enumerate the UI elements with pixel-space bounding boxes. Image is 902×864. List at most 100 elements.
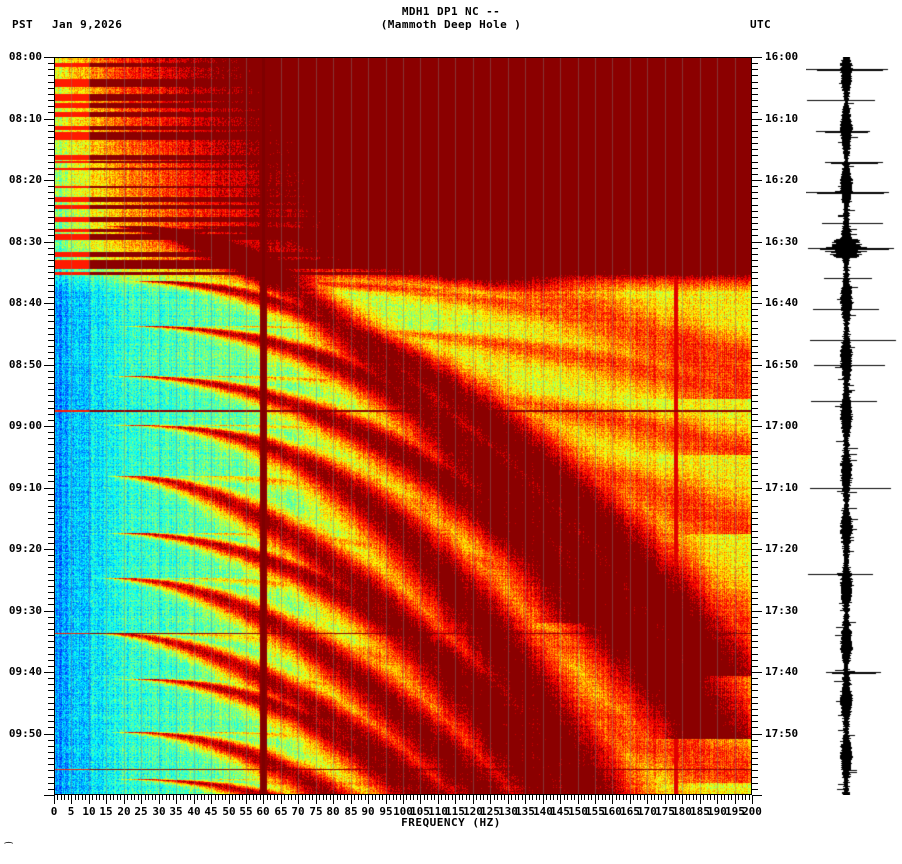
freq-minor-tick (410, 795, 411, 800)
time-label-pst: 09:00 (8, 419, 42, 432)
freq-tick-label: 140 (533, 805, 553, 818)
freq-minor-tick (277, 795, 278, 800)
freq-minor-tick (654, 795, 655, 800)
time-minor-tick-left (48, 438, 54, 439)
freq-major-tick (141, 795, 142, 804)
time-minor-tick-left (48, 82, 54, 83)
freq-minor-tick (529, 795, 530, 800)
time-minor-tick-right (752, 149, 758, 150)
time-minor-tick-left (48, 740, 54, 741)
time-label-utc: 16:30 (765, 235, 799, 248)
freq-tick-label: 80 (326, 805, 340, 818)
time-minor-tick-right (752, 75, 758, 76)
time-minor-tick-left (48, 75, 54, 76)
freq-minor-tick (707, 795, 708, 800)
freq-minor-tick (361, 795, 362, 800)
time-minor-tick-left (48, 395, 54, 396)
freq-major-tick (420, 795, 421, 804)
freq-minor-tick (721, 795, 722, 800)
freq-tick-label: 105 (410, 805, 430, 818)
freq-tick-label: 165 (620, 805, 640, 818)
time-major-tick-right (752, 180, 762, 181)
freq-tick-label: 10 (82, 805, 96, 818)
time-minor-tick-left (48, 328, 54, 329)
freq-tick-label: 125 (480, 805, 500, 818)
freq-major-tick (543, 795, 544, 804)
time-minor-tick-left (48, 444, 54, 445)
time-minor-tick-left (48, 598, 54, 599)
time-minor-tick-left (48, 592, 54, 593)
time-minor-tick-left (48, 69, 54, 70)
freq-minor-tick (302, 795, 303, 800)
time-minor-tick-left (48, 789, 54, 790)
freq-minor-tick (96, 795, 97, 800)
time-minor-tick-right (752, 223, 758, 224)
time-minor-tick-left (48, 654, 54, 655)
time-minor-tick-left (48, 500, 54, 501)
time-minor-tick-left (48, 278, 54, 279)
freq-minor-tick (553, 795, 554, 800)
time-minor-tick-left (48, 543, 54, 544)
freq-minor-tick (235, 795, 236, 800)
freq-minor-tick (518, 795, 519, 800)
time-minor-tick-right (752, 94, 758, 95)
freq-major-tick (298, 795, 299, 804)
time-minor-tick-right (752, 297, 758, 298)
freq-minor-tick (291, 795, 292, 800)
freq-tick-label: 60 (256, 805, 270, 818)
freq-minor-tick (323, 795, 324, 800)
time-minor-tick-left (48, 697, 54, 698)
time-minor-tick-right (752, 463, 758, 464)
time-minor-tick-left (48, 752, 54, 753)
spectrogram-canvas[interactable] (54, 57, 752, 795)
time-minor-tick-left (48, 512, 54, 513)
freq-minor-tick (330, 795, 331, 800)
freq-tick-label: 120 (463, 805, 483, 818)
freq-minor-tick (61, 795, 62, 800)
timezone-right-label: UTC (750, 18, 772, 31)
freq-major-tick (560, 795, 561, 804)
freq-major-tick (473, 795, 474, 804)
time-label-utc: 17:40 (765, 665, 799, 678)
time-minor-tick-left (48, 408, 54, 409)
time-minor-tick-right (752, 494, 758, 495)
freq-tick-label: 150 (568, 805, 588, 818)
freq-minor-tick (598, 795, 599, 800)
time-major-tick-right (752, 426, 762, 427)
time-minor-tick-right (752, 500, 758, 501)
freq-minor-tick (445, 795, 446, 800)
freq-major-tick (752, 795, 753, 804)
time-minor-tick-left (48, 451, 54, 452)
time-minor-tick-right (752, 395, 758, 396)
time-minor-tick-right (752, 524, 758, 525)
freq-tick-label: 160 (602, 805, 622, 818)
freq-minor-tick (494, 795, 495, 800)
time-minor-tick-left (48, 555, 54, 556)
time-minor-tick-right (752, 684, 758, 685)
time-minor-tick-right (752, 377, 758, 378)
freq-minor-tick (644, 795, 645, 800)
time-minor-tick-right (752, 481, 758, 482)
freq-minor-tick (605, 795, 606, 800)
freq-major-tick (647, 795, 648, 804)
time-minor-tick-right (752, 727, 758, 728)
time-minor-tick-right (752, 438, 758, 439)
time-minor-tick-right (752, 770, 758, 771)
freq-minor-tick (406, 795, 407, 800)
freq-minor-tick (745, 795, 746, 800)
freq-minor-tick (242, 795, 243, 800)
freq-tick-label: 30 (152, 805, 166, 818)
time-major-tick-left (44, 549, 54, 550)
spectrogram-plot[interactable] (54, 57, 752, 795)
freq-major-tick (316, 795, 317, 804)
freq-tick-label: 190 (707, 805, 727, 818)
freq-minor-tick (581, 795, 582, 800)
freq-minor-tick (382, 795, 383, 800)
freq-minor-tick (742, 795, 743, 800)
time-minor-tick-right (752, 334, 758, 335)
time-minor-tick-right (752, 192, 758, 193)
time-minor-tick-right (752, 248, 758, 249)
time-minor-tick-right (752, 635, 758, 636)
time-major-tick-left (44, 242, 54, 243)
time-label-pst: 08:40 (8, 296, 42, 309)
